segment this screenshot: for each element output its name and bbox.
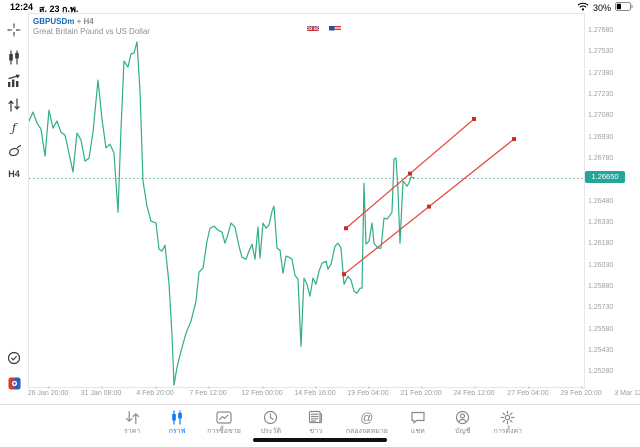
status-indicators: 30% (577, 2, 634, 13)
price-axis-label: 1.25880 (588, 282, 614, 290)
bottom-navigation: ราคา กราฟ การซื้อขาย ประวัติ ข่าว @ กล่องจดหมา… (0, 404, 640, 447)
trend-line-handle[interactable] (472, 117, 476, 122)
chart-plot-area[interactable]: GBPUSDm + H4 Great Britain Pound vs US D… (28, 13, 586, 389)
nav-tab-chart[interactable]: กราฟ (162, 409, 192, 437)
price-axis-label: 1.26780 (588, 154, 614, 162)
status-bar: 12:24 ส. 23 ก.พ. 30% (0, 0, 640, 14)
nav-tab-trade[interactable]: การซื้อขาย (207, 409, 241, 437)
battery-percent-label: 30% (592, 2, 611, 13)
price-axis-label: 1.27680 (588, 27, 614, 34)
nav-tab-news[interactable]: ข่าว (301, 409, 331, 437)
timeframe-label: H4 (8, 169, 20, 179)
news-icon (308, 409, 323, 425)
quotes-icon (125, 409, 140, 425)
time-axis-label: 12 Feb 00:00 (241, 390, 283, 397)
price-axis-label: 1.26180 (588, 240, 614, 248)
crosshair-icon[interactable] (0, 19, 28, 41)
price-line-series (29, 41, 415, 386)
status-date: ส. 23 ก.พ. (39, 4, 79, 14)
wifi-icon (577, 2, 589, 13)
chart-toolbar: ƒ H4 (0, 14, 28, 404)
nav-tab-history[interactable]: ประวัติ (256, 409, 286, 437)
nav-tab-label: ข่าว (309, 428, 323, 435)
price-axis-label: 1.27080 (588, 112, 614, 120)
trend-line-handle[interactable] (408, 171, 412, 176)
time-axis-label: 19 Feb 04:00 (347, 390, 389, 397)
chart-icon (170, 409, 184, 425)
accounts-icon (455, 409, 470, 425)
time-axis-label: 26 Jan 20:00 (28, 390, 69, 397)
nav-tab-mailbox[interactable]: @ กล่องจดหมาย (346, 409, 388, 437)
shapes-icon[interactable] (0, 140, 28, 162)
price-axis-label: 1.26930 (588, 133, 614, 141)
nav-tab-label: การตั้งค่า (493, 428, 523, 435)
mailbox-icon: @ (360, 409, 374, 425)
trade-icon (216, 409, 232, 425)
timeframe-badge: H4 (83, 17, 94, 26)
nav-tab-label: การซื้อขาย (207, 428, 241, 435)
symbol-flags (307, 22, 341, 31)
us-flag-icon (329, 22, 341, 31)
price-axis-label: 1.27380 (588, 69, 614, 77)
chart-symbol-title: GBPUSDm + H4 (33, 17, 94, 26)
time-axis-label: 24 Feb 12:00 (453, 390, 495, 397)
time-axis-label: 14 Feb 16:00 (294, 390, 336, 397)
time-axis-label: 29 Feb 20:00 (560, 390, 602, 397)
trend-line-handle[interactable] (344, 226, 348, 231)
nav-tab-chat[interactable]: แชท (403, 409, 433, 437)
status-time-date: 12:24 ส. 23 ก.พ. (10, 2, 78, 16)
nav-tab-label: แชท (410, 428, 425, 435)
nav-tab-label: ราคา (123, 428, 141, 435)
settings-icon (500, 409, 515, 425)
price-axis-label: 1.27530 (588, 48, 614, 56)
windows-icon[interactable] (0, 372, 28, 394)
price-axis-label: 1.25430 (588, 346, 614, 354)
trend-line-handle[interactable] (342, 272, 346, 277)
chart-canvas[interactable] (29, 14, 586, 389)
timeframe-button[interactable]: H4 (0, 163, 28, 185)
price-axis-label: 1.26330 (588, 218, 614, 226)
price-axis-label: 1.25730 (588, 304, 614, 312)
symbol-description: Great Britain Pound vs US Dollar (33, 27, 150, 36)
time-axis-label: 21 Feb 20:00 (400, 390, 442, 397)
nav-tab-label: กราฟ (168, 428, 186, 435)
chart-type-icon[interactable] (0, 46, 28, 68)
nav-tab-quotes[interactable]: ราคา (117, 409, 147, 437)
trend-line-handle[interactable] (512, 137, 516, 142)
price-axis-label: 1.27230 (588, 90, 614, 98)
time-axis-label: 3 Mar 12:00 (614, 390, 640, 397)
objects-icon[interactable] (0, 94, 28, 116)
chart-header: GBPUSDm + H4 Great Britain Pound vs US D… (33, 17, 150, 37)
price-axis-label: 1.25280 (588, 368, 614, 376)
price-axis: 1.27680 1.27530 1.27380 1.27230 1.27080 1.269… (588, 0, 638, 404)
function-icon[interactable]: ƒ (11, 121, 17, 135)
battery-icon (615, 2, 634, 13)
nav-tab-label: ประวัติ (260, 428, 282, 435)
indicators-icon[interactable] (0, 70, 28, 92)
current-price-badge: 1.26650 (585, 171, 625, 184)
time-axis-label: 4 Feb 20:00 (136, 390, 174, 397)
nav-tab-settings[interactable]: การตั้งค่า (493, 409, 523, 437)
nav-tab-accounts[interactable]: บัญชี (448, 409, 478, 437)
chat-icon (410, 409, 426, 425)
time-axis-label: 31 Jan 08:00 (80, 390, 122, 397)
clock-time: 12:24 (10, 2, 34, 12)
history-check-icon[interactable] (0, 347, 28, 369)
time-axis-label: 7 Feb 12:00 (189, 390, 227, 397)
nav-tab-label: บัญชี (455, 428, 471, 435)
symbol-name: GBPUSDm (33, 17, 75, 26)
price-axis-label: 1.26030 (588, 261, 614, 269)
time-axis-label: 27 Feb 04:00 (507, 390, 549, 397)
time-axis: 26 Jan 20:00 31 Jan 08:00 4 Feb 20:00 7 Feb… (28, 390, 640, 402)
gb-flag-icon (307, 22, 319, 31)
history-icon (263, 409, 278, 425)
home-indicator[interactable] (253, 438, 387, 442)
nav-tab-label: กล่องจดหมาย (345, 428, 388, 435)
price-axis-label: 1.25580 (588, 325, 614, 333)
price-axis-label: 1.26480 (588, 197, 614, 205)
trend-line-handle[interactable] (427, 204, 431, 209)
